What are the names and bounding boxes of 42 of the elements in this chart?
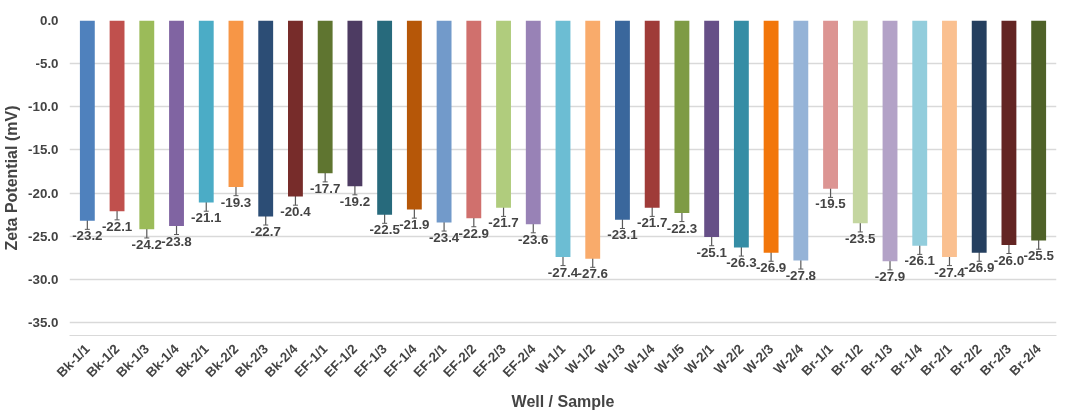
data-label: -20.4 — [280, 204, 312, 220]
data-label: -26.9 — [755, 260, 787, 276]
data-label: -24.2 — [131, 236, 162, 252]
data-label: -23.5 — [845, 230, 877, 246]
y-tick-label: -25.0 — [28, 228, 59, 244]
data-label: -25.5 — [1023, 248, 1055, 264]
data-label: -19.5 — [815, 196, 847, 212]
data-label: -21.9 — [399, 217, 430, 233]
data-label: -22.1 — [101, 218, 133, 234]
y-tick-label: -15.0 — [28, 142, 59, 158]
y-tick-label: -20.0 — [28, 185, 59, 201]
data-label: -27.4 — [547, 264, 579, 280]
data-label: -22.9 — [458, 225, 490, 241]
data-label: -27.6 — [577, 266, 608, 282]
data-label: -23.2 — [72, 228, 103, 244]
data-label: -26.3 — [726, 255, 757, 271]
y-tick-label: 0.0 — [39, 13, 59, 28]
data-label: -19.2 — [339, 193, 371, 209]
y-tick-label: -10.0 — [28, 99, 59, 115]
y-axis-title: Zeta Potential (mV) — [3, 105, 21, 251]
data-label: -23.4 — [428, 230, 460, 246]
data-label: -22.7 — [250, 224, 281, 240]
x-axis-title: Well / Sample — [511, 393, 615, 411]
data-label: -27.9 — [874, 268, 906, 284]
data-label: -17.7 — [309, 180, 341, 196]
data-label: -23.1 — [607, 227, 639, 243]
data-label: -26.1 — [904, 253, 936, 269]
data-label: -27.8 — [785, 268, 817, 284]
data-label: -25.1 — [696, 244, 728, 260]
data-label: -23.8 — [161, 233, 192, 249]
data-label: -23.6 — [518, 231, 549, 247]
y-tick-label: -35.0 — [28, 315, 59, 331]
data-label: -26.0 — [993, 252, 1025, 268]
data-label: -21.7 — [488, 215, 519, 231]
data-label: -21.1 — [191, 210, 223, 226]
data-label: -19.3 — [220, 194, 252, 210]
data-label: -21.7 — [637, 215, 668, 231]
data-label: -22.3 — [666, 220, 698, 236]
data-label: -22.5 — [369, 222, 401, 238]
y-tick-label: -30.0 — [28, 271, 59, 287]
data-label: -26.9 — [964, 260, 995, 276]
y-tick-label: -5.0 — [35, 56, 59, 72]
